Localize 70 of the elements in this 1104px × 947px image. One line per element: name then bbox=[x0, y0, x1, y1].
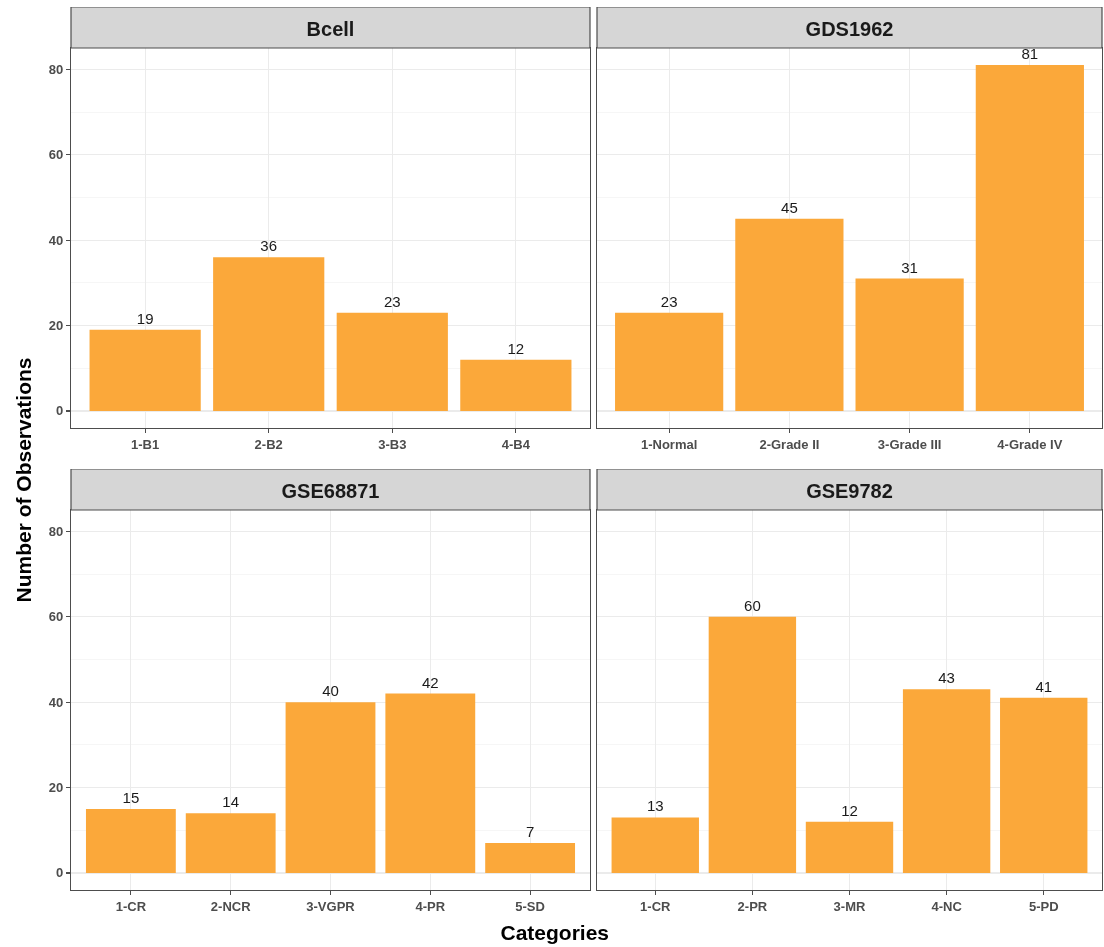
y-tick-label: 0 bbox=[55, 865, 64, 881]
bar bbox=[975, 65, 1084, 411]
y-tick-label: 60 bbox=[48, 609, 64, 625]
x-tick-label: 4-NC bbox=[931, 898, 963, 914]
bar bbox=[708, 616, 797, 873]
data-label: 43 bbox=[938, 669, 955, 687]
x-tick-label: 2-Grade II bbox=[759, 436, 820, 452]
bar bbox=[735, 218, 844, 411]
data-label: 45 bbox=[781, 198, 798, 216]
x-tick-label: 5-SD bbox=[515, 898, 545, 914]
y-tick-label: 80 bbox=[48, 61, 64, 77]
bar bbox=[385, 693, 476, 873]
x-tick-label: 3-Grade III bbox=[877, 436, 942, 452]
x-tick-label: 3-VGPR bbox=[306, 898, 356, 914]
bar bbox=[285, 702, 376, 873]
y-tick-label: 0 bbox=[55, 403, 64, 419]
chart-title: Bcell bbox=[306, 17, 355, 40]
data-label: 42 bbox=[421, 673, 439, 691]
bar bbox=[805, 821, 894, 873]
data-label: 40 bbox=[322, 682, 339, 700]
y-axis-title: Number of Observations bbox=[11, 357, 36, 603]
bar bbox=[460, 359, 572, 411]
chart-title: GDS1962 bbox=[805, 17, 894, 40]
data-label: 23 bbox=[383, 292, 401, 310]
data-label: 23 bbox=[660, 292, 678, 310]
data-label: 41 bbox=[1035, 677, 1053, 695]
x-tick-label: 4-PR bbox=[415, 898, 446, 914]
x-tick-label: 4-B4 bbox=[501, 436, 531, 452]
data-label: 13 bbox=[646, 797, 664, 815]
bar bbox=[336, 312, 448, 411]
x-tick-label: 1-B1 bbox=[131, 436, 160, 452]
x-tick-label: 1-Normal bbox=[640, 436, 698, 452]
chart-title: GSE68871 bbox=[281, 479, 380, 502]
data-label: 31 bbox=[901, 258, 918, 276]
chart-title: GSE9782 bbox=[806, 479, 893, 502]
y-tick-label: 20 bbox=[48, 780, 64, 796]
x-tick-label: 1-CR bbox=[115, 898, 147, 914]
x-tick-label: 3-B3 bbox=[378, 436, 407, 452]
y-tick-label: 40 bbox=[48, 694, 64, 710]
data-label: 15 bbox=[122, 788, 140, 806]
data-label: 81 bbox=[1021, 45, 1039, 63]
x-tick-label: 3-MR bbox=[833, 898, 866, 914]
x-tick-label: 2-PR bbox=[737, 898, 768, 914]
y-tick-label: 20 bbox=[48, 318, 64, 334]
data-label: 12 bbox=[841, 801, 858, 819]
data-label: 19 bbox=[136, 309, 154, 327]
bar bbox=[89, 329, 201, 411]
bar bbox=[85, 808, 176, 873]
bar bbox=[611, 817, 699, 873]
y-tick-label: 80 bbox=[48, 523, 64, 539]
data-label: 7 bbox=[525, 823, 535, 841]
x-axis-title: Categories bbox=[500, 921, 610, 945]
bar bbox=[1000, 697, 1088, 873]
bar bbox=[902, 689, 991, 873]
data-label: 12 bbox=[507, 339, 525, 357]
bar bbox=[615, 312, 724, 411]
bar bbox=[855, 278, 964, 411]
bar bbox=[185, 813, 276, 873]
x-tick-label: 2-NCR bbox=[210, 898, 252, 914]
bar bbox=[213, 257, 325, 411]
data-label: 36 bbox=[260, 237, 278, 255]
y-tick-label: 60 bbox=[48, 147, 64, 163]
bar bbox=[485, 843, 576, 873]
data-label: 60 bbox=[744, 596, 761, 614]
x-tick-label: 1-CR bbox=[640, 898, 672, 914]
y-tick-label: 40 bbox=[48, 232, 64, 248]
x-tick-label: 2-B2 bbox=[254, 436, 283, 452]
data-label: 14 bbox=[222, 793, 240, 811]
x-tick-label: 5-PD bbox=[1028, 898, 1059, 914]
x-tick-label: 4-Grade IV bbox=[997, 436, 1063, 452]
